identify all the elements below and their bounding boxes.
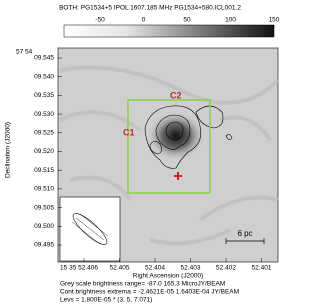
colorbar-tick-label: 50 bbox=[183, 17, 191, 24]
beam bbox=[72, 213, 108, 245]
scale-bar bbox=[225, 238, 265, 244]
y-tick-label: 09.535 bbox=[34, 92, 54, 99]
source-emission bbox=[148, 112, 204, 160]
scale-label: 6 pc bbox=[237, 229, 252, 238]
y-axis-label: Declination (J2000) bbox=[5, 122, 12, 178]
x-tick-label: 52.403 bbox=[181, 265, 201, 272]
footer-line: Levs = 1.800E-05 * (3, 5, 7.071) bbox=[60, 297, 152, 304]
x-axis-label: Right Ascension (J2000) bbox=[133, 273, 203, 280]
c2-label: C2 bbox=[170, 90, 182, 100]
beam-hatch bbox=[71, 213, 109, 245]
y-tick-label: 09.500 bbox=[34, 223, 54, 230]
y-tick-label: 09.505 bbox=[34, 204, 54, 211]
selection-box bbox=[127, 99, 211, 194]
colorbar-tick-label: 100 bbox=[225, 17, 236, 24]
c1-label: C1 bbox=[123, 127, 135, 137]
y-tick-label: 09.515 bbox=[34, 167, 54, 174]
red-cross bbox=[174, 172, 182, 180]
colorbar-tick-label: -50 bbox=[95, 17, 105, 24]
y-tick-label: 09.545 bbox=[34, 55, 54, 62]
footer-line: Grey scale brightness range= -87.0 165.3… bbox=[60, 281, 225, 288]
y-tick-label: 09.525 bbox=[34, 130, 54, 137]
header-title: BOTH: PG1534+5 IPOL 1607.185 MHz PG1534+… bbox=[59, 5, 241, 12]
colorbar bbox=[63, 24, 275, 38]
y-tick-label: 57 54 bbox=[16, 49, 33, 56]
y-tick-label: 09.530 bbox=[34, 111, 54, 118]
footer-line: Cont brightness extrema = -2.4621E-05 1.… bbox=[60, 289, 239, 296]
y-tick-label: 09.540 bbox=[34, 73, 54, 80]
page: BOTH: PG1534+5 IPOL 1607.185 MHz PG1534+… bbox=[5, 5, 280, 304]
noise-texture bbox=[59, 65, 280, 246]
x-tick-label: 52.405 bbox=[110, 265, 130, 272]
y-tick-label: 09.495 bbox=[34, 242, 54, 249]
colorbar-tick-label: 0 bbox=[142, 17, 146, 24]
y-tick-label: 09.520 bbox=[34, 148, 54, 155]
y-tick-label: 09.510 bbox=[34, 186, 54, 193]
x-tick-label: 52.401 bbox=[252, 265, 272, 272]
x-tick-label: 15 35 52.406 bbox=[60, 265, 98, 272]
x-tick-label: 52.402 bbox=[216, 265, 236, 272]
x-tick-label: 52.404 bbox=[145, 265, 165, 272]
colorbar-tick-label: 150 bbox=[269, 17, 280, 24]
